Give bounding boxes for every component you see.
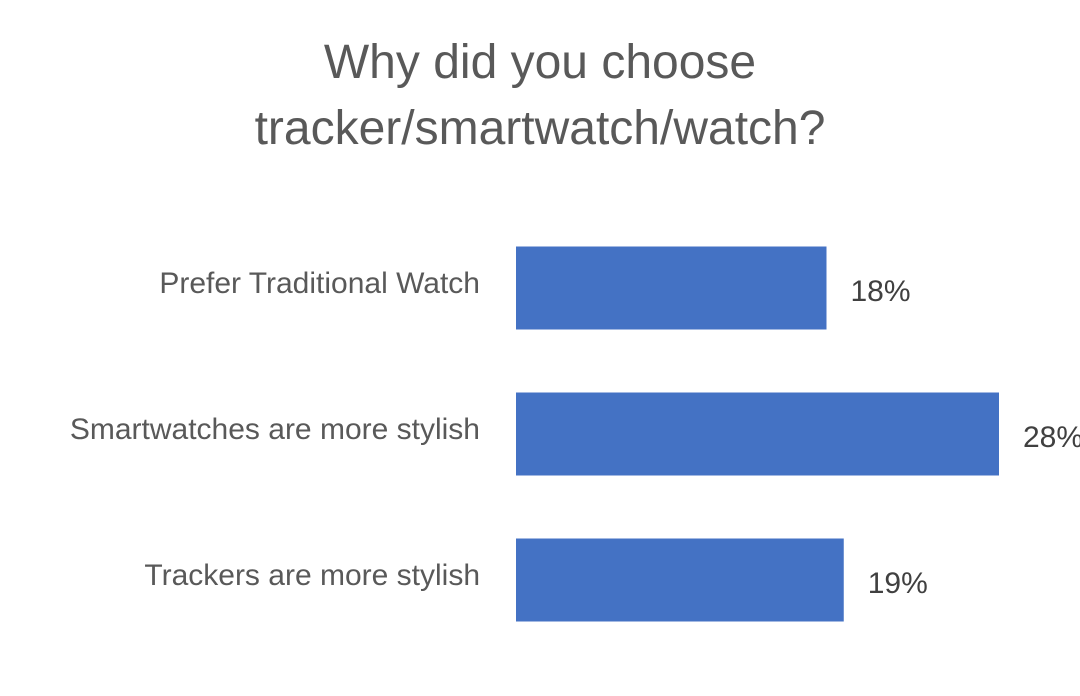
bar	[516, 246, 827, 330]
bar	[516, 538, 844, 622]
data-label: 19%	[868, 567, 928, 600]
category-label: Prefer Traditional Watch	[159, 267, 480, 300]
chart-title: Why did you choose tracker/smartwatch/wa…	[254, 36, 826, 155]
category-label: Smartwatches are more stylish	[70, 413, 480, 446]
data-label: 28%	[1023, 421, 1080, 454]
bar	[516, 392, 999, 476]
data-label: 18%	[851, 275, 911, 308]
category-label: Trackers are more stylish	[144, 559, 480, 592]
